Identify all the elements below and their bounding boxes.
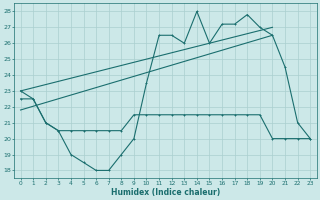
X-axis label: Humidex (Indice chaleur): Humidex (Indice chaleur): [111, 188, 220, 197]
